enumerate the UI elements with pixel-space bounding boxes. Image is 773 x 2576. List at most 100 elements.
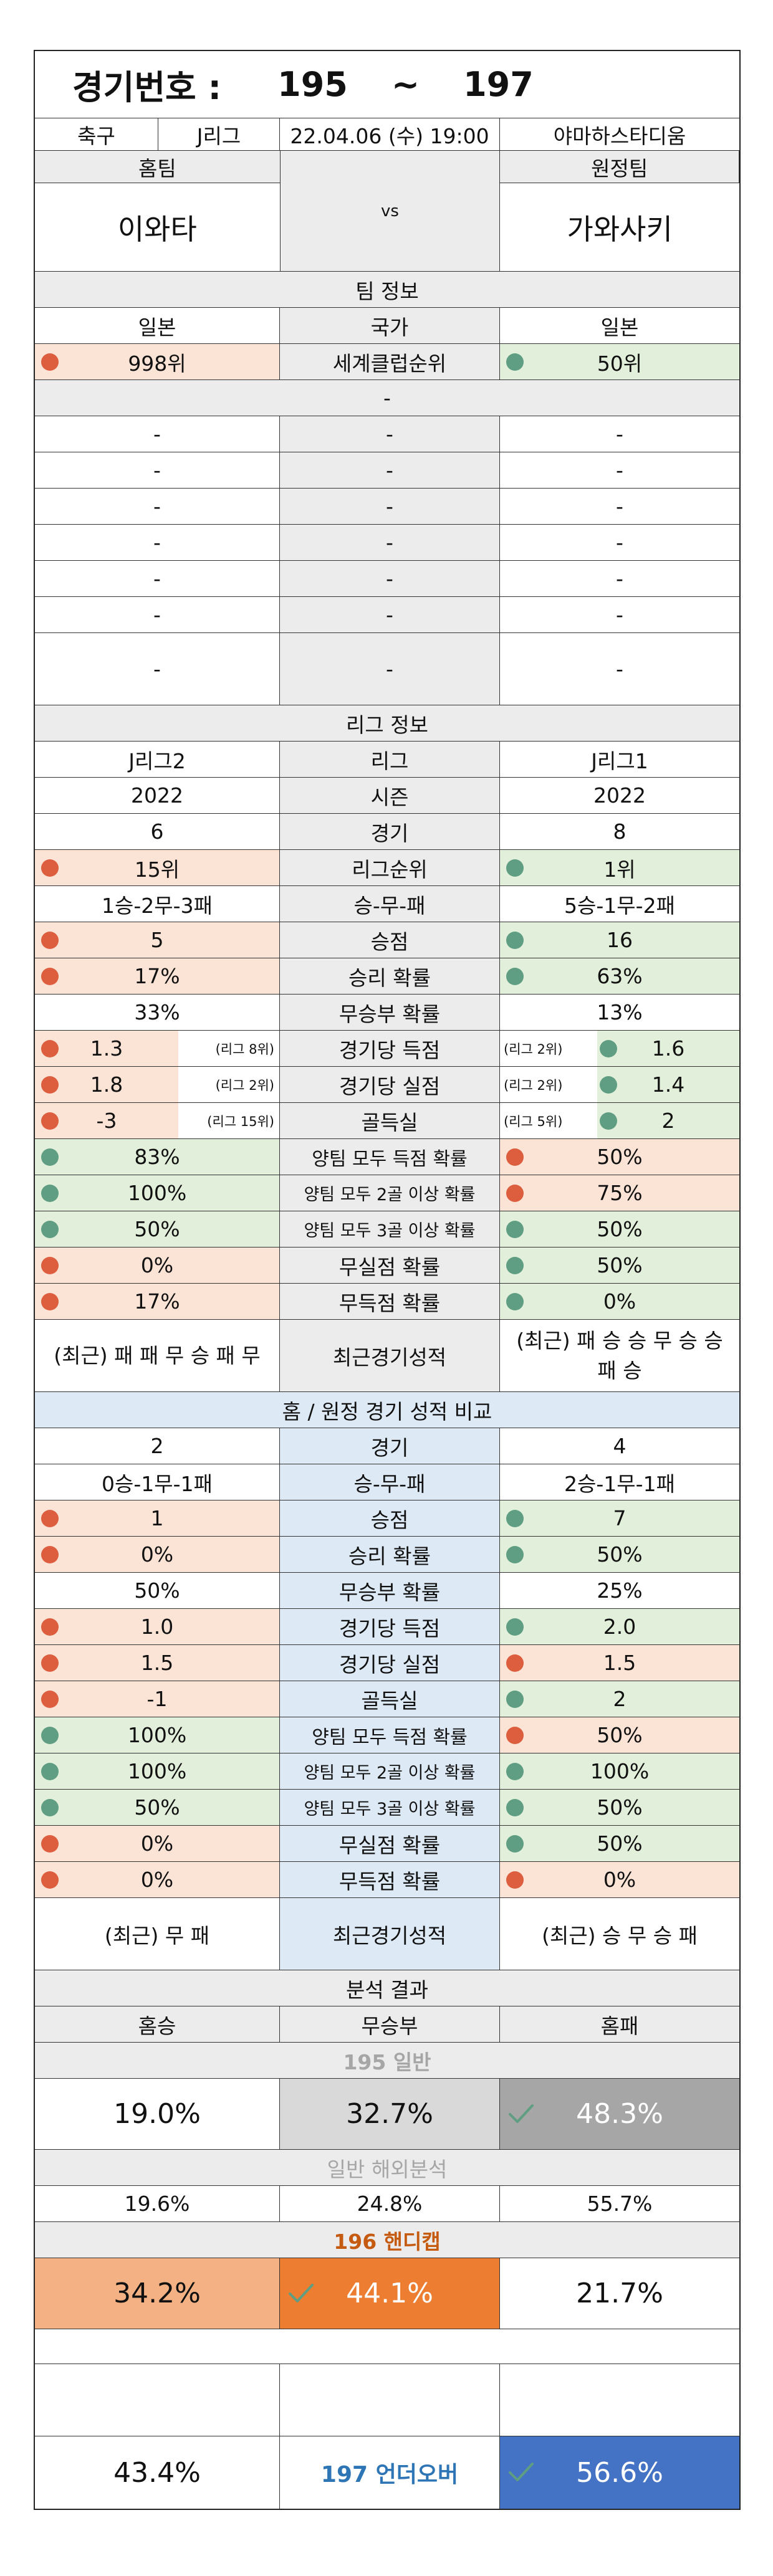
- team-info-row: ---: [34, 597, 741, 633]
- red-dot-icon: [41, 1545, 59, 1563]
- general-label-row: 195 일반: [34, 2043, 741, 2079]
- win-prob-row: 17% 승리 확률 63%: [34, 958, 741, 995]
- red-dot-icon: [506, 1871, 524, 1889]
- match-number-label: 경기번호 :: [72, 68, 222, 107]
- goals-against-row: 1.8 (리그 2위) 경기당 실점 (리그 2위) 1.4: [34, 1067, 741, 1103]
- green-dot-icon: [506, 1834, 524, 1853]
- red-dot-icon: [41, 1509, 59, 1527]
- overseas-label-row: 일반 해외분석: [34, 2150, 741, 2186]
- team-info-row: ---: [34, 633, 741, 705]
- draw-prob-row: 33% 무승부 확률 13%: [34, 995, 741, 1031]
- clean-sheet-row: 0% 무실점 확률 50%: [34, 1247, 741, 1284]
- ha-goals-for-row: 1.0 경기당 득점 2.0: [34, 1609, 741, 1645]
- analysis-title: 분석 결과: [34, 1970, 741, 2006]
- match-number-from: 195: [277, 65, 348, 104]
- games-row: 6 경기 8: [34, 814, 741, 850]
- league-row: J리그2 리그 J리그1: [34, 742, 741, 778]
- btts3-row: 50% 양팀 모두 3골 이상 확률 50%: [34, 1211, 741, 1247]
- team-info-row: ---: [34, 525, 741, 561]
- green-dot-icon: [600, 1039, 617, 1057]
- match-datetime: 22.04.06 (수) 19:00: [280, 118, 500, 150]
- match-number-tilde: ~: [391, 65, 420, 104]
- venue: 야마하스타디움: [553, 123, 686, 148]
- away-team-label: 원정팀: [500, 151, 739, 183]
- check-icon: [509, 2463, 534, 2481]
- ha-clean-row: 0% 무실점 확률 50%: [34, 1826, 741, 1862]
- red-dot-icon: [41, 1076, 59, 1094]
- handicap-row: 34.2% 44.1% 21.7%: [34, 2258, 741, 2329]
- vs-label: vs: [280, 151, 501, 271]
- team-info-row: ---: [34, 452, 741, 489]
- ha-win-prob-row: 0% 승리 확률 50%: [34, 1537, 741, 1573]
- ha-btts2-row: 100% 양팀 모두 2골 이상 확률 100%: [34, 1753, 741, 1790]
- red-dot-icon: [41, 1618, 59, 1636]
- btts2-row: 100% 양팀 모두 2골 이상 확률 75%: [34, 1175, 741, 1211]
- general-row: 19.0% 32.7% 48.3%: [34, 2079, 741, 2150]
- green-dot-icon: [506, 1762, 524, 1780]
- green-dot-icon: [506, 1798, 524, 1816]
- country-row: 일본 국가 일본: [34, 308, 741, 344]
- overseas-row: 19.6% 24.8% 55.7%: [34, 2186, 741, 2222]
- handicap-label-row: 196 핸디캡: [34, 2222, 741, 2258]
- match-number-header: 경기번호 : 195 ~ 197: [34, 50, 741, 118]
- team-info-subheader: -: [34, 380, 741, 416]
- green-dot-icon: [506, 353, 524, 371]
- green-dot-icon: [41, 1148, 59, 1166]
- teams-block: 홈팀 이와타 vs 원정팀 가와사키: [34, 151, 741, 272]
- spacer-row: [34, 2329, 741, 2364]
- check-icon: [289, 2283, 314, 2302]
- red-dot-icon: [41, 1112, 59, 1130]
- ha-noscore-row: 0% 무득점 확률 0%: [34, 1862, 741, 1898]
- sport: 축구: [35, 118, 158, 150]
- green-dot-icon: [41, 1220, 59, 1238]
- green-dot-icon: [506, 1509, 524, 1527]
- red-dot-icon: [41, 1834, 59, 1853]
- no-score-row: 17% 무득점 확률 0%: [34, 1284, 741, 1320]
- green-dot-icon: [506, 859, 524, 877]
- green-dot-icon: [506, 931, 524, 949]
- underover-row: 43.4% 197 언더오버 56.6%: [34, 2436, 741, 2510]
- home-team-label: 홈팀: [35, 151, 280, 183]
- ha-goal-diff-row: -1 골득실 2: [34, 1681, 741, 1717]
- ha-btts-row: 100% 양팀 모두 득점 확률 50%: [34, 1717, 741, 1753]
- red-dot-icon: [41, 967, 59, 985]
- season-row: 2022 시즌 2022: [34, 778, 741, 814]
- world-rank-row: 998위 세계클럽순위 50위: [34, 344, 741, 380]
- goal-diff-row: -3 (리그 15위) 골득실 (리그 5위) 2: [34, 1103, 741, 1139]
- blank-row: [34, 2364, 741, 2436]
- green-dot-icon: [506, 1618, 524, 1636]
- red-dot-icon: [41, 353, 59, 371]
- red-dot-icon: [41, 1292, 59, 1310]
- check-icon: [509, 2104, 534, 2123]
- analysis-columns: 홈승 무승부 홈패: [34, 2006, 741, 2043]
- match-number-to: 197: [463, 65, 534, 104]
- green-dot-icon: [41, 1726, 59, 1744]
- league-info-title: 리그 정보: [34, 705, 741, 742]
- green-dot-icon: [506, 1256, 524, 1274]
- ha-draw-prob-row: 50% 무승부 확률 25%: [34, 1573, 741, 1609]
- league-name: J리그: [158, 118, 280, 150]
- team-info-row: ---: [34, 416, 741, 452]
- goals-for-row: 1.3 (리그 8위) 경기당 득점 (리그 2위) 1.6: [34, 1031, 741, 1067]
- red-dot-icon: [41, 1039, 59, 1057]
- red-dot-icon: [41, 859, 59, 877]
- btts-row: 83% 양팀 모두 득점 확률 50%: [34, 1139, 741, 1175]
- green-dot-icon: [41, 1798, 59, 1816]
- red-dot-icon: [41, 1690, 59, 1708]
- ha-games-row: 2 경기 4: [34, 1428, 741, 1464]
- red-dot-icon: [41, 931, 59, 949]
- match-info-row: 축구 J리그 22.04.06 (수) 19:00 야마하스타디움: [34, 118, 741, 151]
- record-row: 1승-2무-3패 승-무-패 5승-1무-2패: [34, 886, 741, 922]
- ha-recent-row: (최근) 무 패 최근경기성적 (최근) 승 무 승 패: [34, 1898, 741, 1970]
- green-dot-icon: [506, 967, 524, 985]
- green-dot-icon: [600, 1112, 617, 1130]
- green-dot-icon: [41, 1184, 59, 1202]
- green-dot-icon: [506, 1690, 524, 1708]
- green-dot-icon: [600, 1076, 617, 1094]
- ha-btts3-row: 50% 양팀 모두 3골 이상 확률 50%: [34, 1790, 741, 1826]
- recent-form-row: (최근) 패 패 무 승 패 무 최근경기성적 (최근) 패 승 승 무 승 승…: [34, 1320, 741, 1392]
- red-dot-icon: [506, 1726, 524, 1744]
- ha-goals-against-row: 1.5 경기당 실점 1.5: [34, 1645, 741, 1681]
- ha-points-row: 1 승점 7: [34, 1500, 741, 1537]
- green-dot-icon: [506, 1220, 524, 1238]
